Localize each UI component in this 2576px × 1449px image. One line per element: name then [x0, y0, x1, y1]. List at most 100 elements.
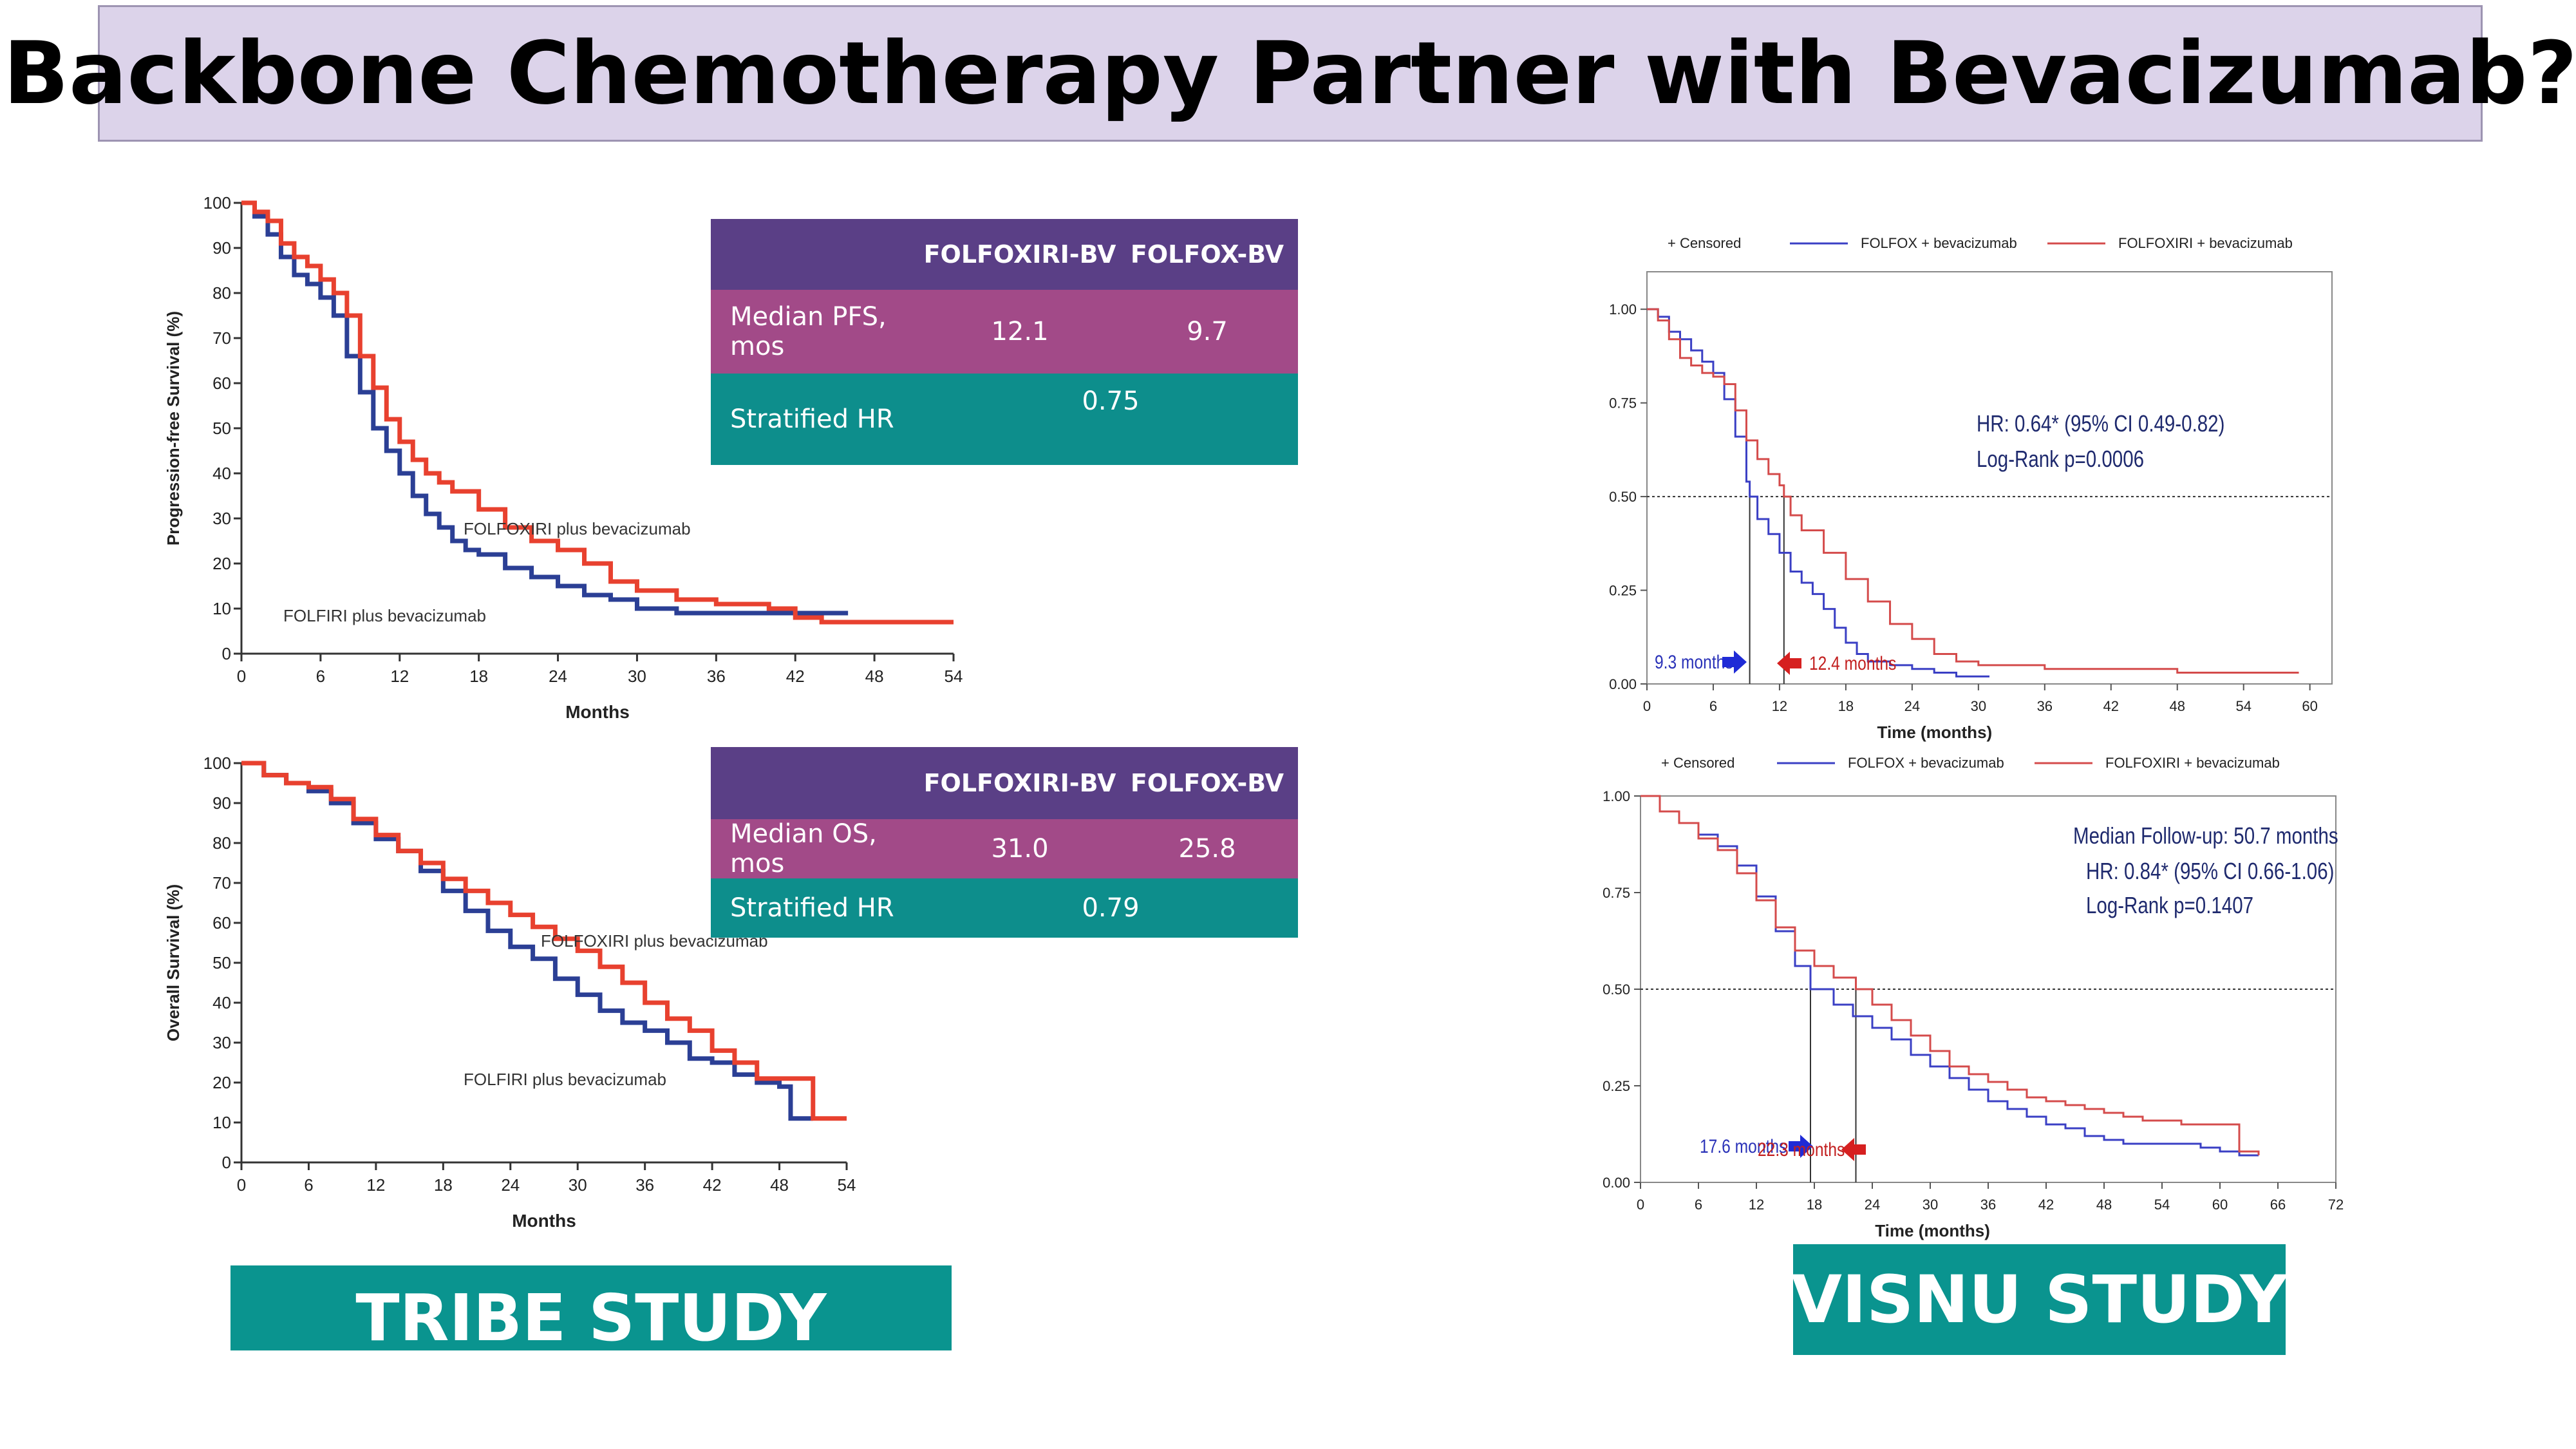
x-tick-label: 30 [628, 667, 646, 686]
x-tick-label: 54 [2154, 1197, 2170, 1213]
x-tick-label: 36 [635, 1175, 654, 1195]
y-tick-label: 90 [212, 793, 231, 813]
x-tick-label: 66 [2270, 1197, 2286, 1213]
series-line-folfoxiri [1647, 308, 2299, 674]
x-tick-label: 54 [838, 1175, 856, 1195]
y-tick-label: 1.00 [1603, 788, 1630, 804]
median-label-folfoxiri: 22.3 months [1758, 1139, 1845, 1160]
y-tick-label: 80 [212, 283, 231, 303]
arrow-left-icon [1841, 1138, 1866, 1161]
legend-folfox: FOLFOX + bevacizumab [1848, 755, 2004, 771]
os-hr-value: 0.79 [923, 878, 1298, 938]
tribe-os-chart: 0 10 20 30 40 50 60 70 80 90 100 0 6 12 18 24 30 36 42 48 54… [164, 753, 856, 1231]
y-tick-label: 40 [212, 464, 231, 483]
pfs-table-corner [711, 219, 923, 290]
x-tick-label: 42 [703, 1175, 722, 1195]
y-tick-label: 70 [212, 328, 231, 348]
os-median-folfoxiri: 31.0 [923, 819, 1116, 878]
x-tick-label: 24 [549, 667, 567, 686]
y-tick-label: 80 [212, 833, 231, 853]
x-axis-label: Time (months) [1877, 723, 1993, 742]
x-tick-label: 36 [707, 667, 726, 686]
legend-folfox: FOLFOX + bevacizumab [1861, 235, 2017, 251]
pfs-median-folfox: 9.7 [1116, 290, 1298, 374]
legend-censored: + Censored [1668, 235, 1741, 251]
tribe-study-label: TRIBE STUDY [230, 1265, 952, 1356]
x-tick-label: 12 [1772, 698, 1787, 714]
x-tick-label: 36 [2037, 698, 2053, 714]
y-tick-label: 60 [212, 913, 231, 933]
x-tick-label: 18 [434, 1175, 453, 1195]
tribe-pfs-chart: 0 10 20 30 40 50 60 70 80 90 100 0 6 12 18 24 30 36 42 48 54… [164, 193, 963, 722]
y-tick-label: 100 [203, 753, 231, 773]
y-tick-label: 0.00 [1603, 1175, 1630, 1191]
os-row-median-label: Median OS, mos [711, 819, 923, 878]
plot-frame [1646, 271, 2333, 685]
y-tick-label: 0.00 [1609, 676, 1637, 692]
y-tick-label: 60 [212, 374, 231, 393]
x-tick-label: 48 [770, 1175, 789, 1195]
y-tick-label: 30 [212, 1033, 231, 1052]
x-tick-label: 72 [2328, 1197, 2344, 1213]
x-tick-label: 18 [1807, 1197, 1822, 1213]
visnu-pfs-chart: + Censored FOLFOX + bevacizumab FOLFOXIRI … [1609, 235, 2333, 742]
y-tick-label: 10 [212, 1113, 231, 1132]
x-tick-label: 36 [1980, 1197, 1996, 1213]
y-tick-label: 50 [212, 953, 231, 972]
x-tick-label: 54 [2235, 698, 2251, 714]
os-table-corner [711, 747, 923, 819]
y-tick-label: 40 [212, 993, 231, 1012]
os-median-folfox: 25.8 [1116, 819, 1298, 878]
legend-folfoxiri: FOLFOXIRI + bevacizumab [2105, 755, 2280, 771]
legend-censored: + Censored [1661, 755, 1735, 771]
page-title: Backbone Chemotherapy Partner with Bevac… [3, 23, 2576, 124]
median-label-folfox: 17.6 months [1700, 1135, 1787, 1157]
x-tick-label: 18 [469, 667, 488, 686]
y-tick-label: 50 [212, 419, 231, 438]
median-label-folfox: 9.3 months [1655, 651, 1733, 673]
y-tick-label: 0 [222, 644, 231, 663]
y-tick-label: 20 [212, 554, 231, 573]
os-row-hr-label: Stratified HR [711, 878, 923, 938]
x-tick-label: 0 [1643, 698, 1651, 714]
y-tick-label: 0.25 [1603, 1078, 1630, 1094]
series-line-folfoxiri [241, 761, 847, 1121]
x-tick-label: 12 [1749, 1197, 1764, 1213]
y-axis-label: Progression-free Survival (%) [164, 311, 183, 545]
title-banner: Backbone Chemotherapy Partner with Bevac… [3, 5, 2576, 142]
y-tick-label: 70 [212, 873, 231, 893]
series-line-folfox [1647, 308, 1989, 677]
x-tick-label: 30 [1971, 698, 1986, 714]
os-col-folfoxiri: FOLFOXIRI-BV [923, 747, 1116, 819]
x-tick-label: 24 [1865, 1197, 1880, 1213]
annotation-1: Log-Rank p=0.0006 [1977, 446, 2144, 471]
x-tick-label: 42 [2038, 1197, 2054, 1213]
series-label-folfiri: FOLFIRI plus bevacizumab [464, 1070, 666, 1089]
x-tick-label: 54 [945, 667, 963, 686]
x-tick-label: 48 [2169, 698, 2185, 714]
pfs-hr-value: 0.75 [923, 374, 1298, 465]
annotation-1: HR: 0.84* (95% CI 0.66-1.06) [2086, 858, 2334, 884]
x-tick-label: 6 [1709, 698, 1717, 714]
y-tick-label: 10 [212, 599, 231, 618]
x-tick-label: 6 [316, 667, 325, 686]
x-tick-label: 0 [1637, 1197, 1644, 1213]
x-tick-label: 0 [237, 1175, 246, 1195]
arrow-left-icon [1777, 652, 1801, 675]
series-line-folfiri [241, 200, 849, 616]
pfs-col-folfoxiri: FOLFOXIRI-BV [923, 219, 1116, 290]
series-line-folfoxiri [241, 200, 954, 625]
y-tick-label: 1.00 [1609, 301, 1637, 317]
x-tick-label: 42 [2103, 698, 2119, 714]
x-tick-label: 18 [1838, 698, 1854, 714]
y-tick-label: 20 [212, 1073, 231, 1092]
y-tick-label: 0.75 [1609, 395, 1637, 412]
y-tick-label: 100 [203, 193, 231, 213]
pfs-table: FOLFOXIRI-BV FOLFOX-BV Median PFS, mos 1… [711, 219, 1298, 465]
x-tick-label: 48 [865, 667, 884, 686]
x-tick-label: 6 [304, 1175, 313, 1195]
series-label-folfiri: FOLFIRI plus bevacizumab [283, 606, 486, 625]
y-tick-label: 0.50 [1609, 489, 1637, 505]
x-axis-label: Months [565, 702, 630, 722]
os-table: FOLFOXIRI-BV FOLFOX-BV Median OS, mos 31… [711, 747, 1298, 938]
